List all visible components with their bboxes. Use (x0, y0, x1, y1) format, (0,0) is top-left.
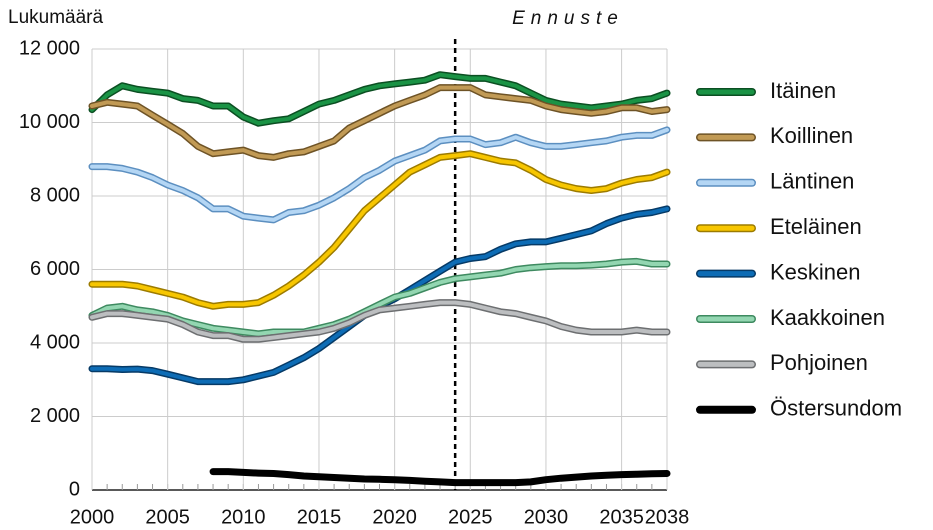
line (90, 259, 669, 336)
legend-label: Eteläinen (770, 214, 862, 239)
line (90, 85, 669, 160)
legend-label: Keskinen (770, 259, 861, 284)
x-tick-label: 2030 (524, 506, 569, 528)
y-tick-label: 2 000 (30, 405, 80, 427)
forecast-label: Ennuste (512, 8, 624, 29)
legend-label: Pohjoinen (770, 350, 868, 375)
y-axis-label: Lukumäärä (8, 7, 103, 28)
x-tick-label: 2015 (297, 506, 342, 528)
line (211, 469, 669, 485)
line (90, 151, 669, 309)
y-tick-label: 12 000 (19, 37, 80, 59)
x-tick-label: 2005 (145, 506, 190, 528)
legend-label: Itäinen (770, 78, 836, 103)
x-tick-label: 2000 (70, 506, 115, 528)
line (90, 72, 669, 126)
x-tick-label: 2010 (221, 506, 266, 528)
legend-label: Östersundom (770, 396, 902, 421)
x-tick-label: 2025 (448, 506, 493, 528)
line (90, 127, 669, 222)
y-tick-label: 4 000 (30, 331, 80, 353)
legend-label: Koillinen (770, 123, 853, 148)
y-tick-label: 6 000 (30, 258, 80, 280)
x-tick-label: 2038 (645, 506, 690, 528)
legend-label: Läntinen (770, 169, 854, 194)
line (90, 300, 669, 342)
legend-label: Kaakkoinen (770, 305, 885, 330)
y-tick-label: 8 000 (30, 184, 80, 206)
x-tick-label: 2035 (599, 506, 644, 528)
y-tick-label: 10 000 (19, 111, 80, 133)
x-tick-label: 2020 (372, 506, 417, 528)
y-tick-label: 0 (69, 478, 80, 500)
